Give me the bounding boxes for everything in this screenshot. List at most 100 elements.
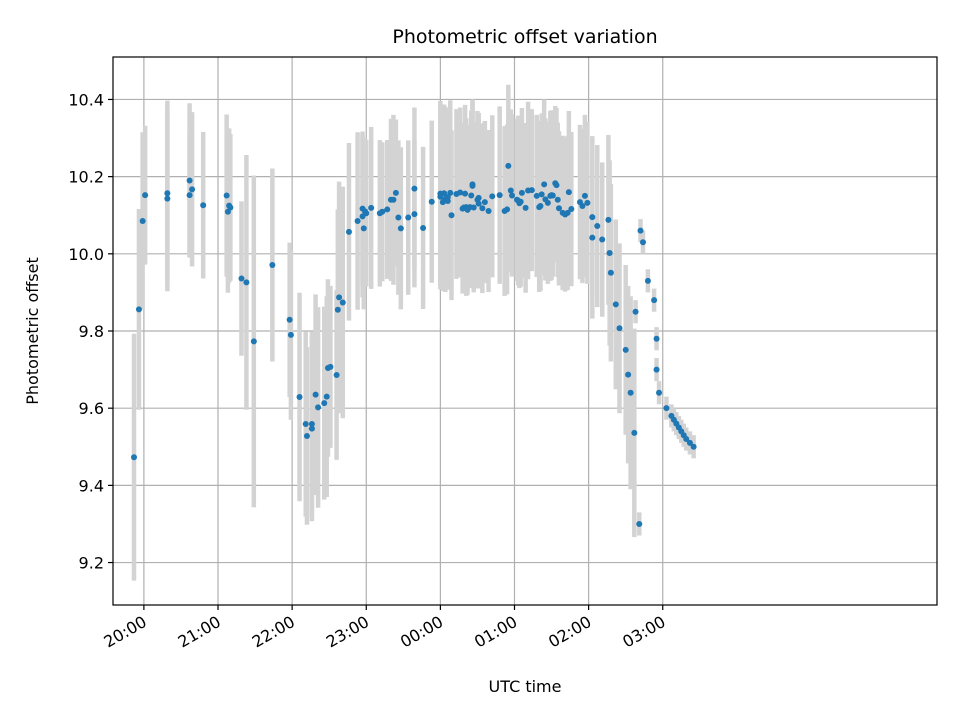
x-tick-layer: 20:00 21:00 22:00 23:00 00:00 01:00 02:00 03:00 [100, 605, 669, 652]
data-point [631, 429, 638, 436]
data-point [315, 404, 322, 411]
data-point [644, 277, 651, 284]
data-point [411, 185, 418, 192]
data-point [135, 306, 142, 313]
data-point [565, 189, 572, 196]
x-tick-label: 20:00 [100, 612, 149, 652]
data-point [405, 214, 412, 221]
y-tick-label: 10.2 [68, 168, 104, 187]
data-point [606, 250, 613, 257]
data-point [599, 236, 606, 243]
data-point [579, 202, 586, 209]
data-point [622, 346, 629, 353]
data-point [481, 199, 488, 206]
data-point [554, 196, 561, 203]
data-point [428, 198, 435, 205]
x-axis-label: UTC time [489, 677, 562, 696]
y-tick-label: 9.6 [79, 399, 104, 418]
data-point [345, 228, 352, 235]
x-tick-label: 00:00 [397, 612, 446, 652]
data-point [541, 181, 548, 188]
y-tick-label: 9.2 [79, 554, 104, 573]
y-axis-label: Photometric offset [23, 257, 42, 405]
y-tick-label: 9.8 [79, 322, 104, 341]
data-point [528, 187, 535, 194]
data-point [538, 191, 545, 198]
data-point [360, 225, 367, 232]
data-point [186, 177, 193, 184]
data-point [639, 239, 646, 246]
data-point [496, 192, 503, 199]
x-tick-label: 01:00 [471, 612, 520, 652]
data-point [308, 425, 315, 432]
data-point [392, 189, 399, 196]
data-point [308, 421, 315, 428]
data-point [339, 299, 346, 306]
data-point [504, 206, 511, 213]
data-point [607, 269, 614, 276]
data-point [485, 207, 492, 214]
data-point [379, 208, 386, 215]
data-point [517, 198, 524, 205]
data-point [470, 204, 477, 211]
data-point [589, 234, 596, 241]
data-point [605, 216, 612, 223]
data-point [637, 227, 644, 234]
data-point [636, 520, 643, 527]
data-point [200, 202, 207, 209]
data-point [250, 338, 257, 345]
data-point [420, 224, 427, 231]
data-point [533, 192, 540, 199]
data-point [594, 223, 601, 230]
data-point [656, 389, 663, 396]
data-point [312, 391, 319, 398]
data-point [653, 366, 660, 373]
data-point [522, 204, 529, 211]
data-point [468, 192, 475, 199]
data-point [189, 186, 196, 193]
data-point [223, 192, 230, 199]
data-point [518, 189, 525, 196]
data-point [489, 193, 496, 200]
data-point [397, 225, 404, 232]
data-point [457, 189, 464, 196]
x-tick-label: 03:00 [619, 612, 668, 652]
data-point [441, 190, 448, 197]
data-point [584, 199, 591, 206]
data-point [447, 189, 454, 196]
chart-title: Photometric offset variation [392, 26, 657, 48]
data-point [368, 204, 375, 211]
data-point [296, 393, 303, 400]
data-point [537, 202, 544, 209]
data-point [625, 371, 632, 378]
data-point [507, 187, 514, 194]
data-point [462, 190, 469, 197]
data-point [479, 205, 486, 212]
data-point [142, 192, 149, 199]
data-point [238, 275, 245, 282]
y-tick-label: 9.4 [79, 476, 104, 495]
data-point [509, 192, 516, 199]
data-point [549, 192, 556, 199]
data-point [469, 181, 476, 188]
data-point [581, 192, 588, 199]
data-point [475, 194, 482, 201]
x-tick-label: 22:00 [249, 612, 298, 652]
data-point [303, 432, 310, 439]
data-point [544, 199, 551, 206]
data-point [475, 200, 482, 207]
data-point [390, 196, 397, 203]
data-point [287, 331, 294, 338]
data-point [321, 400, 328, 407]
data-point [327, 363, 334, 370]
data-point [505, 162, 512, 169]
data-point [555, 205, 562, 212]
data-point [164, 190, 171, 197]
x-tick-label: 02:00 [545, 612, 594, 652]
data-point [227, 204, 234, 211]
data-point [553, 182, 560, 189]
data-point [164, 195, 171, 202]
data-point [186, 192, 193, 199]
data-point [683, 436, 690, 443]
